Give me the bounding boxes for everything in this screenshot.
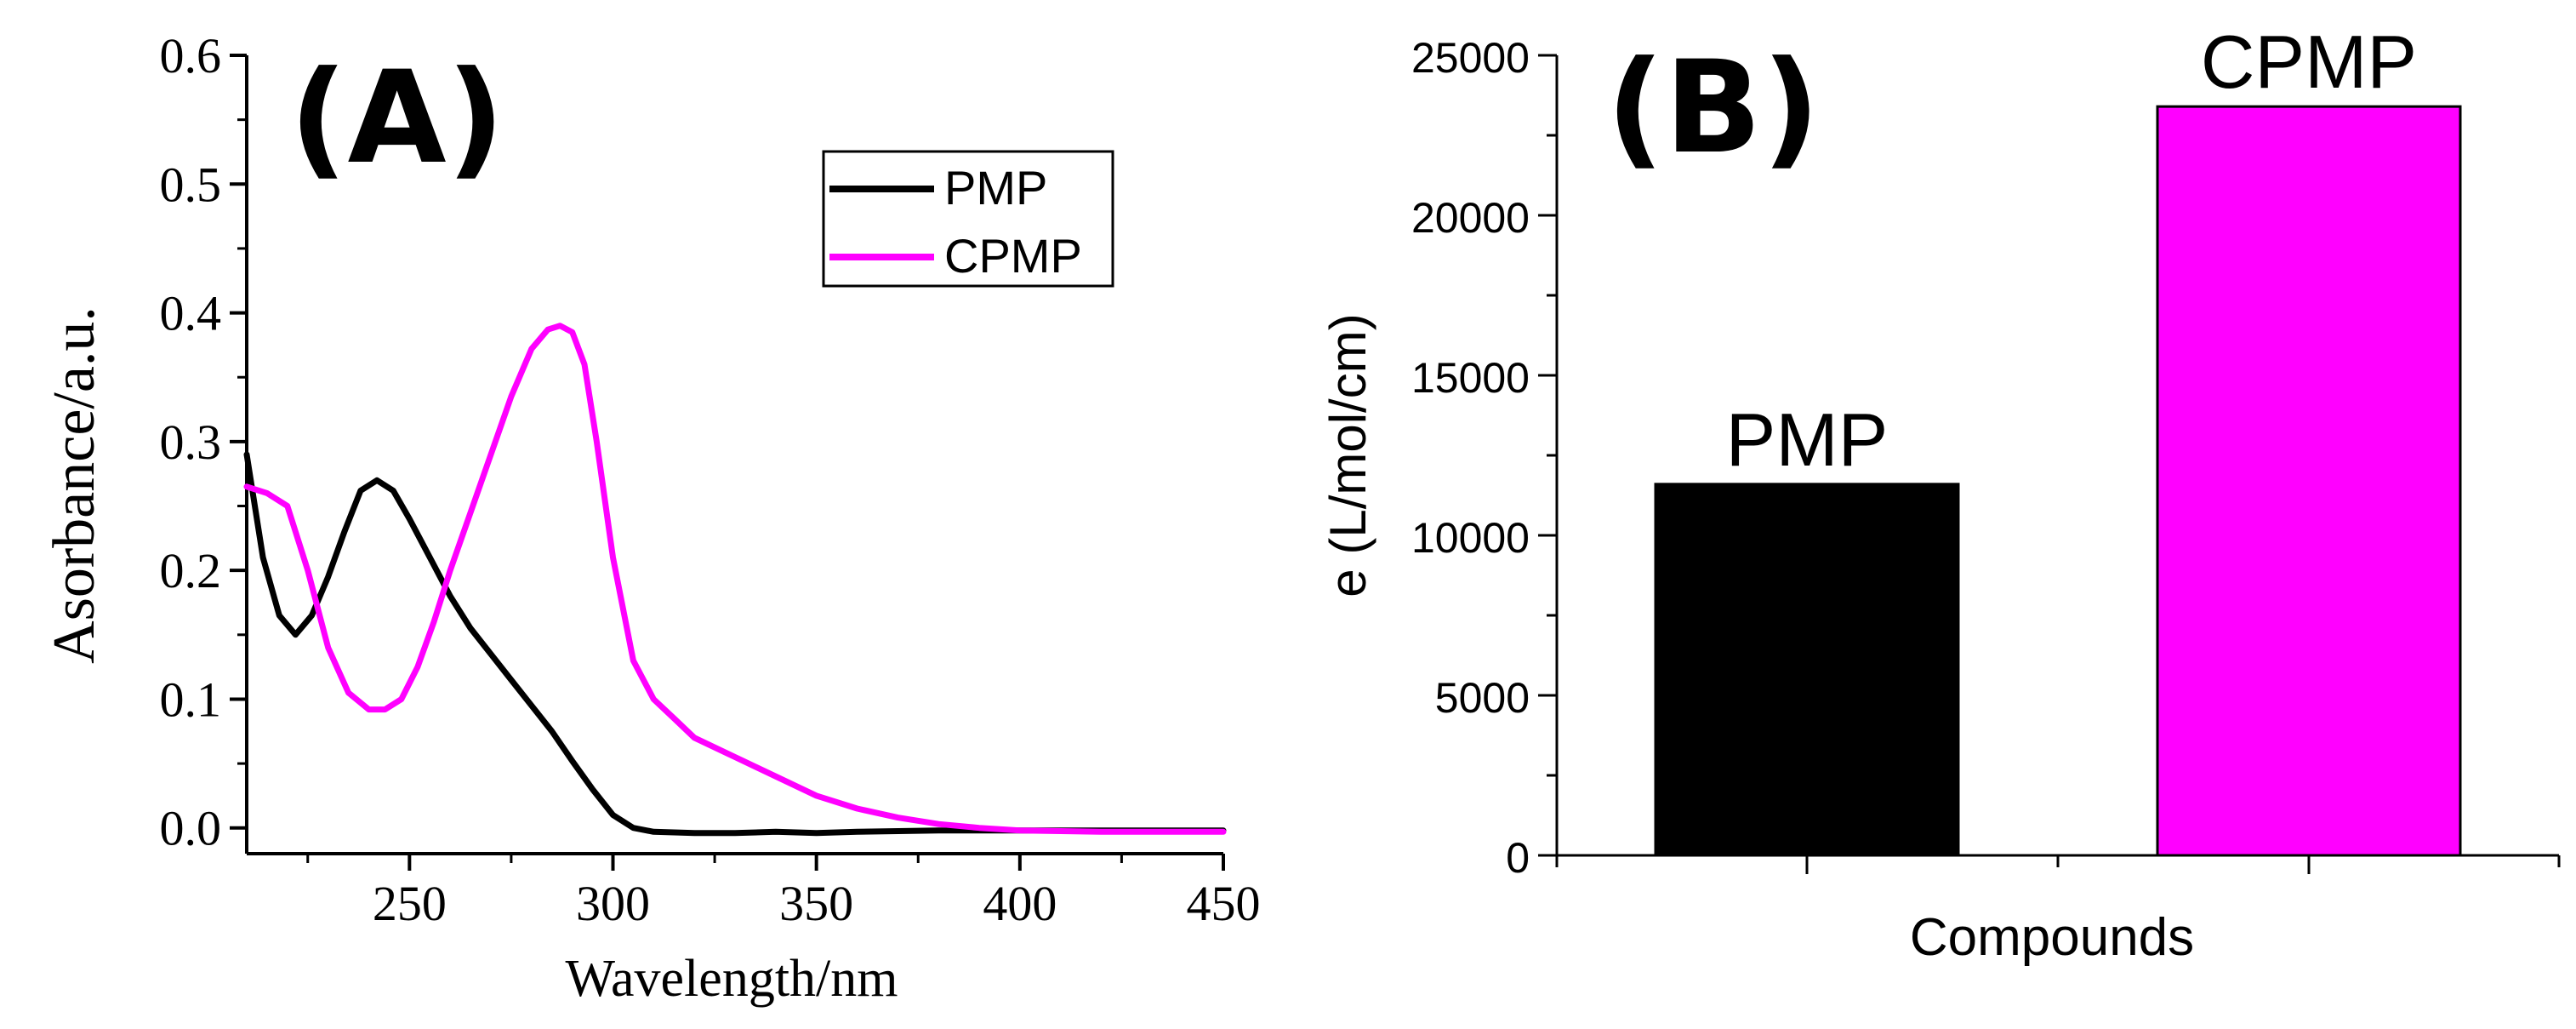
legend-label-cpmp: CPMP — [944, 229, 1082, 283]
x-tick-label-a: 350 — [779, 876, 853, 931]
y-axis-label-a: Asorbance/a.u. — [42, 306, 107, 664]
y-tick-label-a: 0.3 — [160, 414, 222, 470]
legend-label-pmp: PMP — [944, 161, 1047, 214]
legend-a: PMP CPMP — [822, 150, 1114, 288]
series-line-pmp — [243, 451, 1227, 837]
x-axis-label-b: Compounds — [1910, 908, 2194, 967]
chart-panel-a: (A) 0.0 0.1 0.2 0.3 0.4 0.5 0.6 250 300 350 400 450… — [42, 28, 1261, 1008]
panel-label-b: (B) — [1606, 34, 1820, 182]
x-tick-label-a: 450 — [1187, 876, 1261, 931]
y-tick-label-a: 0.1 — [160, 672, 222, 727]
x-tick-label-a: 250 — [373, 876, 447, 931]
bar-pmp — [1654, 483, 1960, 857]
data-label-cpmp: CPMP — [2201, 20, 2417, 104]
y-tick-label-b: 5000 — [1435, 674, 1530, 722]
x-axis-label-a: Wavelength/nm — [565, 950, 898, 1008]
y-tick-label-b: 25000 — [1411, 34, 1530, 82]
bar-cpmp — [2156, 105, 2462, 857]
y-axis-label-b: e (L/mol/cm) — [1319, 313, 1376, 597]
plot-area-b: 0 5000 10000 15000 20000 25000 PMP CPMP — [1411, 20, 2561, 882]
chart-panel-b: (B) 0 5000 10000 15000 20000 25000 PMP CPMP Com… — [1319, 20, 2561, 967]
plot-area-a: 0.0 0.1 0.2 0.3 0.4 0.5 0.6 250 300 350 400 450 — [160, 28, 1261, 931]
y-tick-label-b: 10000 — [1411, 514, 1530, 562]
y-tick-label-a: 0.0 — [160, 801, 222, 856]
y-tick-label-a: 0.6 — [160, 28, 222, 83]
panel-label-a: (A) — [289, 44, 504, 192]
y-tick-label-b: 15000 — [1411, 354, 1530, 402]
x-tick-label-a: 300 — [576, 876, 650, 931]
y-tick-label-a: 0.5 — [160, 157, 222, 212]
x-tick-label-a: 400 — [983, 876, 1057, 931]
y-tick-label-b: 0 — [1506, 834, 1530, 882]
y-tick-label-b: 20000 — [1411, 194, 1530, 242]
y-tick-label-a: 0.2 — [160, 543, 222, 598]
legend-box-a — [822, 150, 1114, 288]
y-tick-label-a: 0.4 — [160, 286, 222, 341]
series-line-cpmp — [243, 323, 1227, 835]
data-label-pmp: PMP — [1726, 397, 1889, 482]
